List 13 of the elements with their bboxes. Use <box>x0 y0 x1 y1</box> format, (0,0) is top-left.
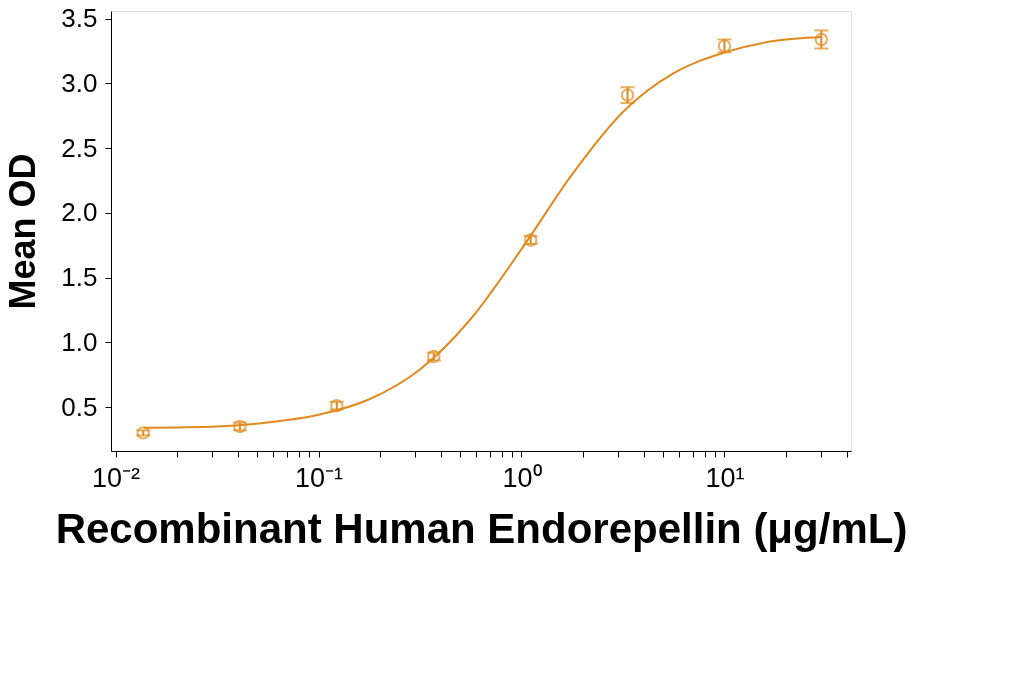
x-tick-label: 10⁰ <box>502 462 542 493</box>
y-tick-label: 2.0 <box>61 197 98 228</box>
x-tick-label: 10⁻¹ <box>294 462 344 493</box>
y-tick-label: 3.5 <box>61 3 98 34</box>
y-axis-title: Mean OD <box>2 153 44 310</box>
x-axis-title: Recombinant Human Endorepellin (μg/mL) <box>55 504 908 552</box>
y-tick-label: 1.0 <box>61 326 98 357</box>
x-tick-label: 10¹ <box>705 462 745 493</box>
x-tick-label: 10⁻² <box>92 462 141 493</box>
y-tick-label: 3.0 <box>61 67 98 98</box>
y-tick-label: 1.5 <box>61 262 98 293</box>
y-tick-label: 0.5 <box>61 391 98 422</box>
y-tick-label: 2.5 <box>61 132 98 163</box>
